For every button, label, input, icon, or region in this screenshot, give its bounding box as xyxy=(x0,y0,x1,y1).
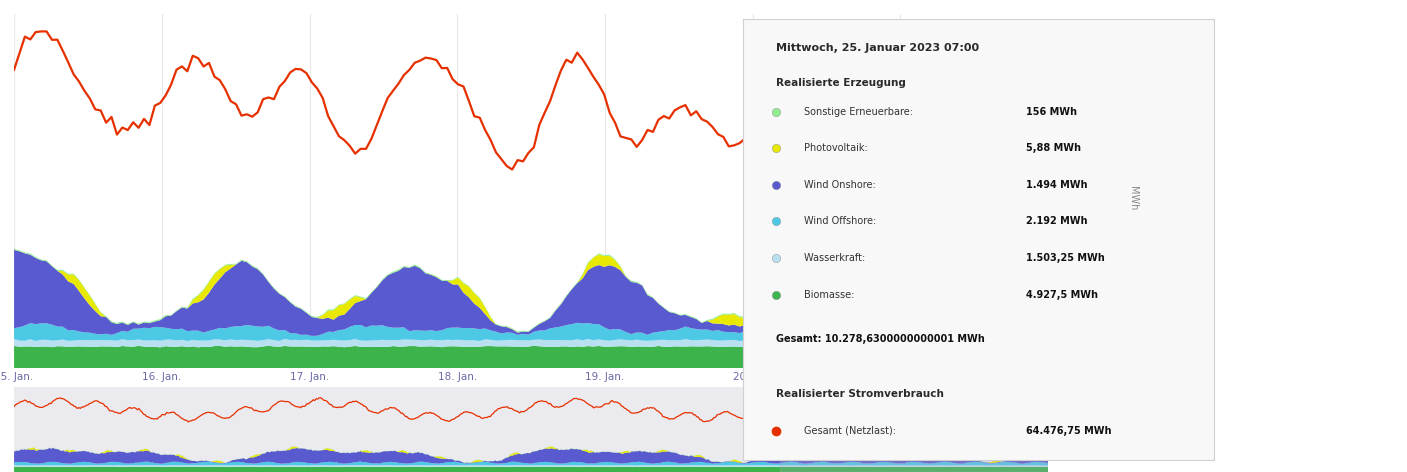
Text: 156 MWh: 156 MWh xyxy=(1026,107,1076,117)
Text: Wasserkraft:: Wasserkraft: xyxy=(805,253,872,263)
Text: 1.494 MWh: 1.494 MWh xyxy=(1026,180,1088,190)
Text: MWh: MWh xyxy=(1127,186,1138,211)
Text: Biomasse:: Biomasse: xyxy=(805,290,861,300)
Text: 64.476,75 MWh: 64.476,75 MWh xyxy=(1026,426,1112,436)
Text: 2.192 MWh: 2.192 MWh xyxy=(1026,217,1088,227)
Text: Realisierter Stromverbrauch: Realisierter Stromverbrauch xyxy=(775,389,944,399)
Bar xyxy=(779,387,1048,472)
Text: Gesamt: 10.278,6300000000001 MWh: Gesamt: 10.278,6300000000001 MWh xyxy=(775,334,985,344)
Text: Wind Offshore:: Wind Offshore: xyxy=(805,217,882,227)
Text: Photovoltaik:: Photovoltaik: xyxy=(805,143,874,153)
Text: Mittwoch, 25. Januar 2023 07:00: Mittwoch, 25. Januar 2023 07:00 xyxy=(775,43,979,53)
Text: 1.503,25 MWh: 1.503,25 MWh xyxy=(1026,253,1104,263)
Text: Sonstige Erneuerbare:: Sonstige Erneuerbare: xyxy=(805,107,919,117)
Text: 4.927,5 MWh: 4.927,5 MWh xyxy=(1026,290,1097,300)
Text: Realisierte Erzeugung: Realisierte Erzeugung xyxy=(775,78,906,88)
Text: 5,88 MWh: 5,88 MWh xyxy=(1026,143,1081,153)
Text: Wind Onshore:: Wind Onshore: xyxy=(805,180,882,190)
Text: Gesamt (Netzlast):: Gesamt (Netzlast): xyxy=(805,426,902,436)
